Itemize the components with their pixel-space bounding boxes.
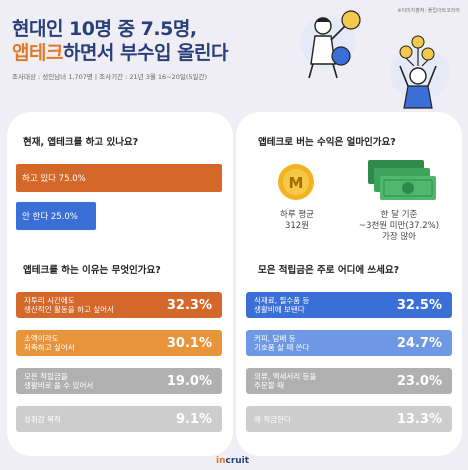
reason-row: 모은 적립금을 생활비로 쓸 수 있어서 19.0% xyxy=(16,368,222,394)
right-panel: 앱테크로 버는 수익은 얼마인가요? M 하루 평균 312원 한 달 기준 ~… xyxy=(236,112,462,456)
left-panel: 현재, 앱테크를 하고 있나요? 하고 있다 75.0% 안 한다 25.0% … xyxy=(7,112,233,456)
question-savings-usage: 모은 적립금은 주로 어디에 쓰세요? xyxy=(258,265,400,276)
reason-percent: 32.3% xyxy=(166,297,212,313)
reason-row: 소액이라도 저축하고 싶어서 30.1% xyxy=(16,330,222,356)
reason-percent: 9.1% xyxy=(175,411,212,427)
usage-row: 의류, 액세서리 등을 주문할 때 23.0% xyxy=(246,368,452,394)
usage-percent: 24.7% xyxy=(396,335,442,351)
bar-doing-app-tech: 하고 있다 75.0% xyxy=(16,164,222,192)
usage-label: 식재료, 필수품 등 생활비에 보탠다 xyxy=(254,296,310,314)
usage-label: 예·적금한다 xyxy=(254,414,291,424)
usage-percent: 32.5% xyxy=(396,297,442,313)
incruit-logo: incruit xyxy=(216,456,249,466)
usage-percent: 13.3% xyxy=(396,411,442,427)
survey-info: 조사대상 : 성인남녀 1,707명 | 조사기간 : 21년 3월 16~20… xyxy=(12,73,208,81)
usage-label: 의류, 액세서리 등을 주문할 때 xyxy=(254,372,317,390)
reason-label: 자투리 시간에도 생산적인 활동을 하고 싶어서 xyxy=(24,296,114,314)
headline-line-2: 앱테크하면서 부수입 올린다 xyxy=(12,38,229,65)
daily-earnings-value: 312원 xyxy=(284,221,310,231)
reason-row: 자투리 시간에도 생산적인 활동을 하고 싶어서 32.3% xyxy=(16,292,222,318)
logo-prefix: in xyxy=(216,456,226,466)
reason-row: 성취감 목적 9.1% xyxy=(16,406,222,432)
reason-percent: 19.0% xyxy=(166,373,212,389)
question-earnings: 앱테크로 버는 수익은 얼마인가요? xyxy=(258,137,396,148)
monthly-earnings-value: ~3천원 미만(37.2%) xyxy=(358,221,440,231)
usage-percent: 23.0% xyxy=(396,373,442,389)
person-coin-tree-illustration xyxy=(390,35,450,109)
daily-earnings-label: 하루 평균 xyxy=(280,210,314,220)
headline-rest: 하면서 부수입 올린다 xyxy=(62,42,229,64)
bar-not-doing-app-tech: 안 한다 25.0% xyxy=(16,202,96,230)
monthly-earnings: 한 달 기준 ~3천원 미만(37.2%) 가장 많아 xyxy=(340,210,458,243)
person-coins-illustration xyxy=(300,10,361,79)
reason-label: 성취감 목적 xyxy=(24,414,61,424)
headline-line-1: 현대인 10명 중 7.5명, xyxy=(12,18,197,40)
usage-row: 커피, 담배 등 기호품 살 때 쓴다 24.7% xyxy=(246,330,452,356)
daily-earnings: 하루 평균 312원 xyxy=(266,210,328,232)
banknotes-icon xyxy=(368,160,436,200)
coin-symbol: M xyxy=(289,174,304,192)
reason-label: 소액이라도 저축하고 싶어서 xyxy=(24,334,75,352)
coin-icon: M xyxy=(278,164,314,200)
reason-percent: 30.1% xyxy=(166,335,212,351)
monthly-earnings-note: 가장 많아 xyxy=(382,232,416,242)
question-app-tech-usage: 현재, 앱테크를 하고 있나요? xyxy=(23,137,139,148)
usage-row: 예·적금한다 13.3% xyxy=(246,406,452,432)
usage-label: 커피, 담배 등 기호품 살 때 쓴다 xyxy=(254,334,310,352)
question-reasons: 앱테크를 하는 이유는 무엇인가요? xyxy=(23,265,161,276)
logo-rest: cruit xyxy=(225,456,250,466)
headline-highlight: 앱테크 xyxy=(12,42,63,64)
usage-row: 식재료, 필수품 등 생활비에 보탠다 32.5% xyxy=(246,292,452,318)
monthly-earnings-label: 한 달 기준 xyxy=(380,210,418,220)
reason-label: 모은 적립금을 생활비로 쓸 수 있어서 xyxy=(24,372,94,390)
image-source-note: ※이미지출처: 플립아트코리아 xyxy=(397,8,460,14)
